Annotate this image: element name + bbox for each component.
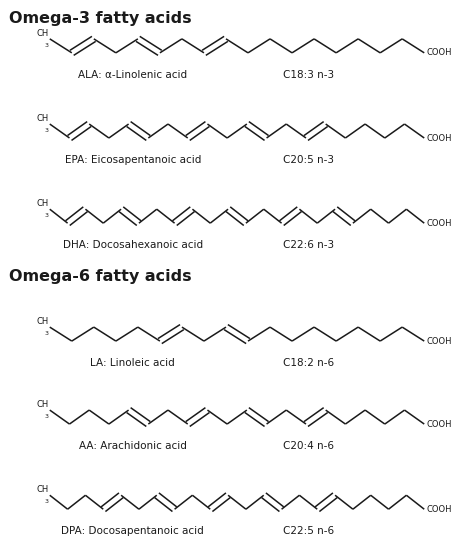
Text: COOH: COOH [427,219,452,228]
Text: COOH: COOH [427,337,452,345]
Text: C22:5 n-6: C22:5 n-6 [283,526,334,536]
Text: COOH: COOH [427,48,452,58]
Text: Omega-6 fatty acids: Omega-6 fatty acids [9,268,192,283]
Text: COOH: COOH [427,420,452,429]
Text: COOH: COOH [427,134,452,143]
Text: 3: 3 [45,414,48,419]
Text: LA: Linoleic acid: LA: Linoleic acid [91,358,175,368]
Text: C20:5 n-3: C20:5 n-3 [283,155,334,165]
Text: 3: 3 [45,128,48,133]
Text: 3: 3 [45,213,48,218]
Text: C20:4 n-6: C20:4 n-6 [283,441,334,451]
Text: CH: CH [36,485,48,494]
Text: C18:3 n-3: C18:3 n-3 [283,70,334,80]
Text: C18:2 n-6: C18:2 n-6 [283,358,334,368]
Text: DPA: Docosapentanoic acid: DPA: Docosapentanoic acid [61,526,204,536]
Text: CH: CH [36,29,48,37]
Text: CH: CH [36,113,48,123]
Text: 3: 3 [45,499,48,504]
Text: 3: 3 [45,43,48,48]
Text: EPA: Eicosapentanoic acid: EPA: Eicosapentanoic acid [64,155,201,165]
Text: ALA: α-Linolenic acid: ALA: α-Linolenic acid [78,70,187,80]
Text: AA: Arachidonic acid: AA: Arachidonic acid [79,441,187,451]
Text: C22:6 n-3: C22:6 n-3 [283,240,334,250]
Text: CH: CH [36,400,48,409]
Text: CH: CH [36,317,48,326]
Text: CH: CH [36,199,48,208]
Text: 3: 3 [45,331,48,336]
Text: COOH: COOH [427,505,452,514]
Text: DHA: Docosahexanoic acid: DHA: Docosahexanoic acid [63,240,203,250]
Text: Omega-3 fatty acids: Omega-3 fatty acids [9,11,192,26]
